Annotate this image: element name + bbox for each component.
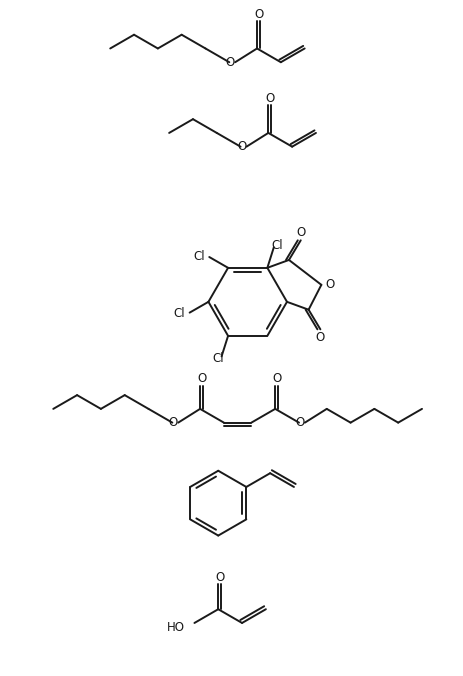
- Text: O: O: [295, 416, 304, 429]
- Text: O: O: [325, 279, 334, 291]
- Text: O: O: [225, 55, 234, 69]
- Text: Cl: Cl: [193, 249, 204, 262]
- Text: Cl: Cl: [212, 352, 223, 365]
- Text: O: O: [295, 226, 305, 239]
- Text: O: O: [253, 7, 263, 20]
- Text: O: O: [237, 140, 246, 153]
- Text: O: O: [215, 571, 224, 584]
- Text: Cl: Cl: [271, 239, 282, 252]
- Text: O: O: [265, 92, 274, 105]
- Text: O: O: [196, 372, 206, 385]
- Text: O: O: [315, 331, 324, 343]
- Text: O: O: [169, 416, 177, 429]
- Text: HO: HO: [166, 621, 184, 634]
- Text: Cl: Cl: [173, 307, 185, 320]
- Text: O: O: [271, 372, 281, 385]
